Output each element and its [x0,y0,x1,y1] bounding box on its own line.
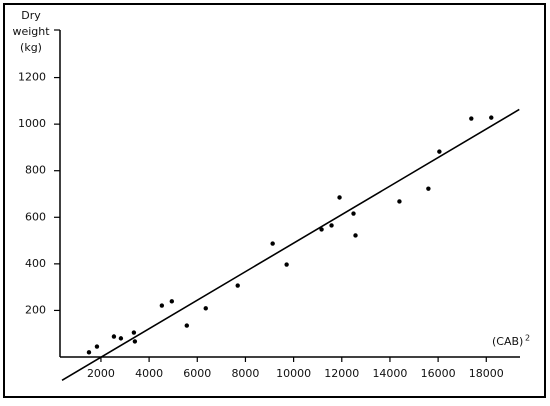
x-tick-label: 4000 [135,367,163,380]
point [94,344,100,349]
y-label: Dry [21,9,41,22]
point [469,116,474,121]
y-tick-label: 800 [25,164,46,177]
point [203,306,208,311]
y-tick-label: 1200 [18,71,46,84]
point [86,350,92,355]
point [319,227,324,232]
x-tick-label: 16000 [421,367,456,380]
x-tick-label: 6000 [183,367,211,380]
frame [3,3,546,398]
point [284,262,289,267]
point [437,149,442,154]
point [131,330,137,335]
x-label-sup: 2 [525,334,530,343]
trend-line [61,108,520,381]
x-tick-label: 18000 [469,367,504,380]
y-tick-label: 600 [25,210,46,223]
point [397,199,402,204]
y-tick-label: 200 [25,303,46,316]
point [426,186,431,191]
point [351,211,356,216]
x-tick-label: 14000 [372,367,407,380]
point [353,233,358,238]
point [235,283,240,288]
point [132,339,138,344]
x-tick-label: 8000 [231,367,259,380]
y-label: (kg) [20,41,42,54]
y-tick-label: 1000 [18,117,46,130]
point [111,334,117,339]
x-label: (CAB) [492,335,523,348]
point [118,336,124,341]
point [169,299,175,304]
point [159,303,165,308]
point [270,241,275,246]
y-label: weight [12,25,50,38]
x-tick-label: 2000 [87,367,115,380]
point [329,223,334,228]
point [184,323,190,328]
x-tick-label: 10000 [276,367,311,380]
y-tick-label: 400 [25,257,46,270]
point [337,195,342,200]
x-tick-label: 12000 [324,367,359,380]
point [489,115,494,120]
